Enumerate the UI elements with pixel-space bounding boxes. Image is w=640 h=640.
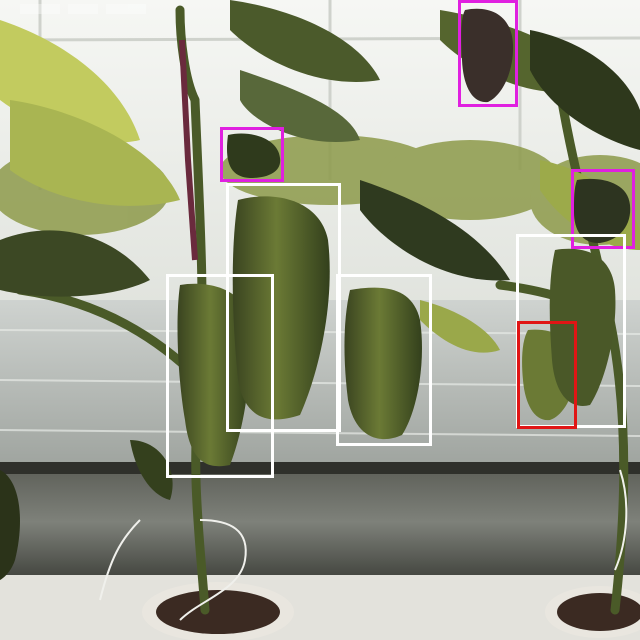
drip-lines — [99, 469, 628, 621]
annotation-box-white — [226, 183, 341, 432]
gutter-edge — [0, 462, 640, 474]
annotation-box-magenta — [458, 0, 518, 107]
pot-left — [142, 582, 294, 640]
annotation-box-magenta — [571, 169, 635, 249]
annotation-box-white — [336, 274, 432, 446]
purple-stake — [179, 39, 198, 261]
gutter — [0, 462, 640, 582]
peppers — [177, 8, 631, 467]
annotation-box-magenta — [220, 127, 284, 182]
faint-watermark — [20, 4, 146, 14]
annotation-box-white — [166, 274, 274, 478]
annotation-box-red — [517, 321, 577, 429]
foreground-slab — [0, 575, 640, 640]
